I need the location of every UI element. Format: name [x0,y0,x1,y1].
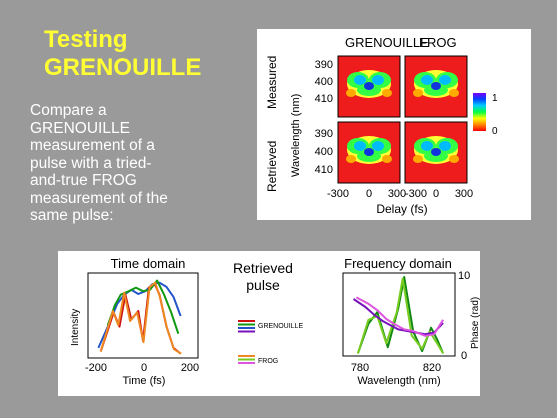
freq-x-tick: 820 [423,362,441,374]
y-tick: 410 [315,93,333,105]
legend-label-grenouille: GRENOUILLE [258,323,303,330]
y-tick: 400 [315,146,333,158]
col-label-frog: FROG [419,35,457,50]
legend-title-line-1: Retrieved [233,260,293,276]
body-line: pulse with a tried- [30,154,152,172]
time-x-tick: -200 [85,362,107,374]
x-tick: 0 [433,188,439,200]
legend-label-frog: FROG [258,358,278,365]
time-series-group [97,279,182,355]
freq-plot-frame [342,272,456,357]
time-series-line-1 [99,283,182,355]
phase-axis-label: Phase (rad) [470,297,480,349]
slide-title: Testing GRENOUILLE [44,26,201,82]
x-tick: 300 [455,188,473,200]
freq-series-group [352,276,445,354]
heatmap-retrieved-frog [404,121,468,184]
freq-x-label: Wavelength (nm) [357,375,440,387]
x-tick: 300 [388,188,406,200]
frog-trace-figure: GRENOUILLE FROG Measured Retrieved Wavel… [257,29,531,220]
freq-phase-line-0 [352,298,444,336]
phase-tick-max: 10 [458,270,470,282]
heatmap-measured-frog [404,55,468,118]
time-x-label: Time (fs) [123,375,166,387]
body-line: measurement of a [30,137,155,154]
body-line: same pulse: [30,207,114,224]
legend-frog-swatches [238,355,255,364]
retrieved-pulse-svg: Time domain Intensity -200 0 200 Time (f… [70,256,481,387]
slide-body-text: Compare a GRENOUILLE measurement of a pu… [30,102,220,225]
phase-tick-min: 0 [461,350,467,362]
body-line: and-true FROG [30,172,137,189]
legend-title-line-2: pulse [246,277,280,293]
colorbar-tick-min: 0 [492,126,498,137]
col-label-grenouille: GRENOUILLE [345,35,429,50]
time-plot-title: Time domain [111,256,186,271]
y-tick: 410 [315,164,333,176]
body-line: measurement of the [30,189,168,207]
x-tick: -300 [327,188,349,200]
x-tick: 0 [366,188,372,200]
heatmap-retrieved-grenouille [337,121,401,184]
body-line: Compare a [30,102,107,119]
colorbar-tick-max: 1 [492,93,498,104]
time-y-label: Intensity [70,309,81,346]
freq-plot-title: Frequency domain [344,256,452,271]
retrieved-pulse-figure: Time domain Intensity -200 0 200 Time (f… [58,251,481,396]
body-line: GRENOUILLE [30,119,130,137]
x-tick: -300 [405,188,427,200]
time-series-line-2 [106,279,180,335]
y-tick: 390 [315,59,333,71]
y-axis-label: Wavelength (nm) [290,94,302,177]
y-tick: 390 [315,128,333,140]
legend-grenouille-swatches [238,320,255,333]
time-x-tick: 0 [141,362,147,374]
heatmap-measured-grenouille [337,55,401,118]
time-plot-frame [87,272,199,359]
time-x-tick: 200 [181,362,199,374]
title-line-2: GRENOUILLE [44,54,202,81]
colorbar [473,93,486,131]
y-tick: 400 [315,76,333,88]
time-series-line-3 [99,281,182,355]
time-series-line-0 [97,281,182,349]
freq-intensity-line-1 [356,277,444,354]
freq-x-tick: 780 [351,362,369,374]
row-label-measured: Measured [265,56,279,109]
frog-trace-svg: GRENOUILLE FROG Measured Retrieved Wavel… [265,35,498,216]
title-line-1: Testing [44,26,128,53]
row-label-retrieved: Retrieved [265,141,279,192]
freq-phase-line-1 [355,296,444,337]
x-axis-label: Delay (fs) [376,202,427,216]
